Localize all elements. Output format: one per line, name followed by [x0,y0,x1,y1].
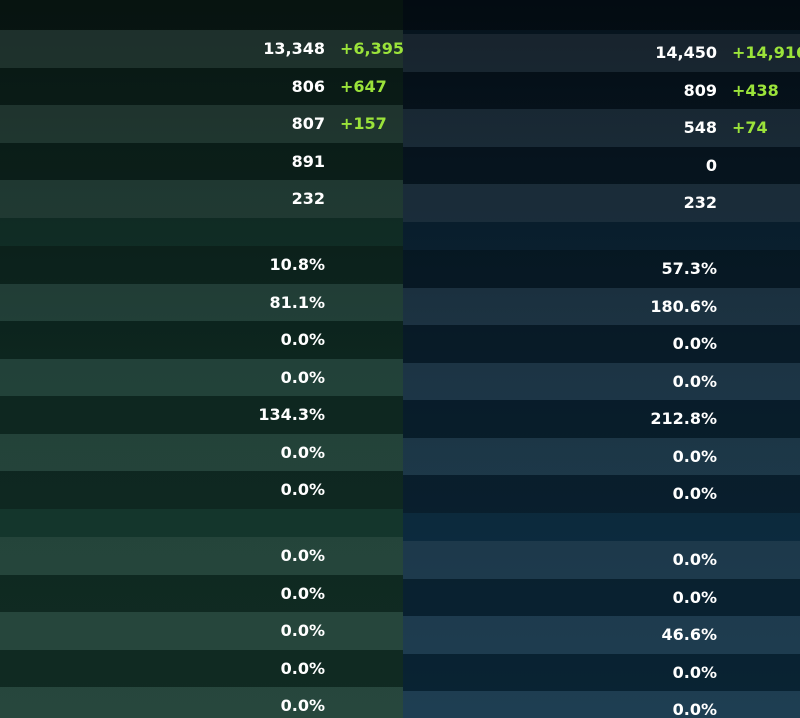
stat-row: 0.0% [403,578,800,616]
stat-value: 0.0% [672,700,717,718]
stat-row: 0.0% [403,653,800,691]
stat-value: 180.6% [650,296,717,316]
stat-row: 807 +157 [0,105,403,143]
stat-value: 0.0% [280,330,325,349]
stat-value: 46.6% [661,625,717,644]
stat-value: 134.3% [258,405,325,424]
stat-row: 0.0% [0,358,403,396]
stat-value: 0.0% [280,480,325,499]
stat-row: 232 [403,184,800,222]
stat-bonus: +74 [732,118,768,137]
stat-row: 809 +438 [403,71,800,109]
stat-row: 806 +647 [0,67,403,105]
stat-value: 232 [291,189,325,208]
stat-value: 14,450 [655,43,717,62]
stat-value: 0.0% [280,658,325,678]
stat-row: 57.3% [403,250,800,288]
stat-value: 0.0% [672,550,717,569]
stat-row: 0.0% [403,362,800,400]
stat-value: 0.0% [280,442,325,462]
stat-value: 0.0% [672,587,717,607]
stat-row: 0.0% [0,687,403,718]
stat-bonus: +6,395 [340,39,403,58]
stat-value: 0.0% [280,367,325,387]
stat-row: 0.0% [403,437,800,475]
stat-row: 0.0% [403,541,800,579]
stat-row: 891 [0,142,403,180]
stat-row: 46.6% [403,616,800,654]
stat-row: 212.8% [403,400,800,438]
stat-value: 0.0% [672,662,717,682]
stat-value: 0.0% [672,371,717,391]
stat-row: 0.0% [0,574,403,612]
stat-value: 57.3% [661,259,717,278]
stat-value: 232 [683,193,717,212]
stat-bonus: +14,916 [732,43,800,62]
stat-value: 807 [291,114,325,133]
stat-bonus: +647 [340,76,387,96]
stat-row: 0 [403,146,800,184]
stat-row: 0.0% [403,691,800,718]
stat-value: 548 [683,118,717,137]
stat-value: 891 [291,151,325,171]
stat-bonus: +438 [732,80,779,100]
stat-row: 0.0% [0,321,403,359]
stat-value: 13,348 [263,39,325,58]
stat-row: 134.3% [0,396,403,434]
stat-value: 0.0% [280,621,325,640]
stat-row: 81.1% [0,283,403,321]
stat-row: 0.0% [0,471,403,509]
stat-row: 548 +74 [403,109,800,147]
stat-value: 0.0% [672,446,717,466]
stat-row: 180.6% [403,287,800,325]
stat-value: 212.8% [650,409,717,428]
stat-value: 806 [291,76,325,96]
stat-value: 0.0% [672,484,717,503]
stat-value: 10.8% [269,255,325,274]
stat-value: 0.0% [672,334,717,353]
stat-value: 0.0% [280,583,325,603]
stat-value: 0.0% [280,546,325,565]
stat-row: 0.0% [0,433,403,471]
stat-row: 0.0% [403,475,800,513]
avatar-strip [403,0,800,30]
stat-row: 0.0% [0,537,403,575]
stat-row: 0.0% [403,325,800,363]
right-panel: 14,450 +14,916 809 +438 548 +74 0 232 57.3% 180.6… [403,0,800,718]
left-panel: 13,348 +6,395 806 +647 807 +157 891 232 10.8% 81.… [0,0,403,718]
stat-value: 809 [683,80,717,100]
stat-row: 13,348 +6,395 [0,30,403,68]
stat-row: 14,450 +14,916 [403,34,800,72]
stat-row: 10.8% [0,246,403,284]
stat-value: 0.0% [280,696,325,715]
stat-value: 81.1% [269,292,325,312]
stat-row: 232 [0,180,403,218]
stat-bonus: +157 [340,114,387,133]
stat-value: 0 [705,155,717,175]
stat-row: 0.0% [0,612,403,650]
stat-row: 0.0% [0,649,403,687]
avatar-strip [0,0,403,30]
